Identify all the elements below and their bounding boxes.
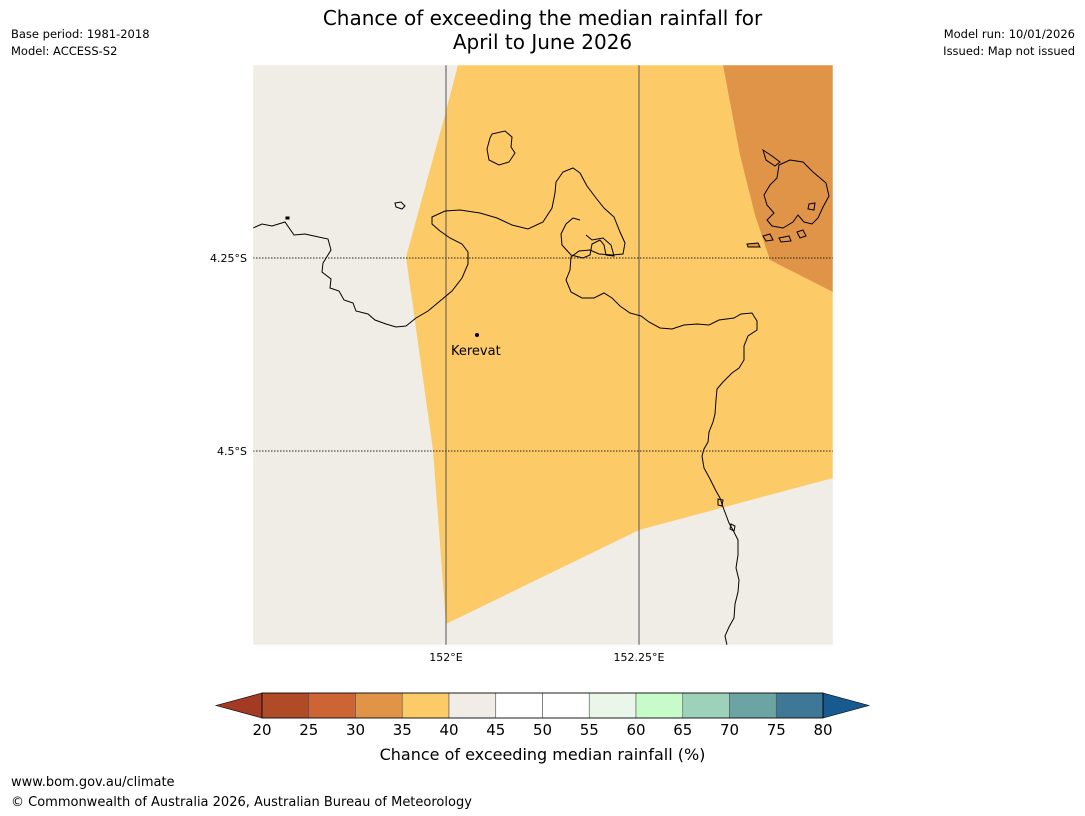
kerevat-marker	[475, 333, 479, 337]
base-period-text: Base period: 1981-2018	[11, 27, 150, 41]
colorbar-box	[401, 692, 450, 719]
coastline-inner-bay	[560, 217, 615, 259]
model-text: Model: ACCESS-S2	[11, 44, 118, 58]
colorbar-tick-label: 30	[346, 721, 365, 739]
islet-west	[394, 201, 406, 210]
colorbar-tick-label: 45	[486, 721, 505, 739]
meta-right: Model run: 10/01/2026 Issued: Map not is…	[943, 26, 1075, 60]
colorbar-title: Chance of exceeding median rainfall (%)	[379, 745, 706, 764]
map-title: Chance of exceeding the median rainfall …	[0, 6, 1085, 54]
colorbar-tick-label: 20	[252, 721, 271, 739]
colorbar-tick-label: 35	[393, 721, 412, 739]
colorbar-outline	[261, 692, 824, 719]
probability-band-35-40	[406, 65, 833, 624]
colorbar-box	[542, 692, 590, 719]
footer-copyright: © Commonwealth of Australia 2026, Austra…	[11, 795, 472, 810]
colorbar-tick-label: 80	[813, 721, 832, 739]
meta-left: Base period: 1981-2018 Model: ACCESS-S2	[11, 26, 150, 60]
lat-label-4-5s: 4.5°S	[217, 445, 247, 458]
colorbar-extend-high	[822, 692, 871, 719]
issued-text: Issued: Map not issued	[943, 44, 1075, 58]
colorbar-box	[355, 692, 403, 719]
island-north	[486, 130, 516, 166]
colorbar-tick-label: 50	[533, 721, 552, 739]
lon-label-152-25e: 152.25°E	[614, 651, 665, 664]
colorbar-tick-label: 70	[720, 721, 739, 739]
colorbar-box	[261, 692, 310, 719]
colorbar: 20 25 30 35 40 45 50 55 60 65 70 75 80	[214, 692, 871, 739]
map-frame	[252, 64, 834, 646]
map-title-line1: Chance of exceeding the median rainfall …	[322, 6, 763, 30]
colorbar-tick-label: 75	[767, 721, 786, 739]
islet-tiny	[285, 216, 290, 220]
footer-url: www.bom.gov.au/climate	[11, 775, 175, 790]
colorbar-box	[495, 692, 543, 719]
model-run-text: Model run: 10/01/2026	[943, 27, 1075, 41]
colorbar-tick-label: 40	[439, 721, 458, 739]
colorbar-box	[635, 692, 684, 719]
duke-of-york-islands	[746, 148, 830, 248]
colorbar-tick-label: 65	[673, 721, 692, 739]
colorbar-box	[729, 692, 777, 719]
river-islet	[717, 498, 736, 532]
colorbar-box	[308, 692, 356, 719]
colorbar-tick-label: 25	[299, 721, 318, 739]
colorbar-tick-label: 60	[626, 721, 645, 739]
colorbar-extend-low	[214, 692, 263, 719]
colorbar-box	[588, 692, 637, 719]
lon-label-152e: 152°E	[429, 651, 462, 664]
coastline-main	[253, 167, 758, 645]
colorbar-box	[682, 692, 730, 719]
colorbar-box	[775, 692, 824, 719]
lat-label-4-25s: 4.25°S	[210, 252, 247, 265]
colorbar-tick-label: 55	[580, 721, 599, 739]
map-title-line2: April to June 2026	[452, 30, 633, 54]
kerevat-label: Kerevat	[451, 344, 501, 359]
colorbar-box	[448, 692, 497, 719]
map-panel	[253, 65, 833, 645]
